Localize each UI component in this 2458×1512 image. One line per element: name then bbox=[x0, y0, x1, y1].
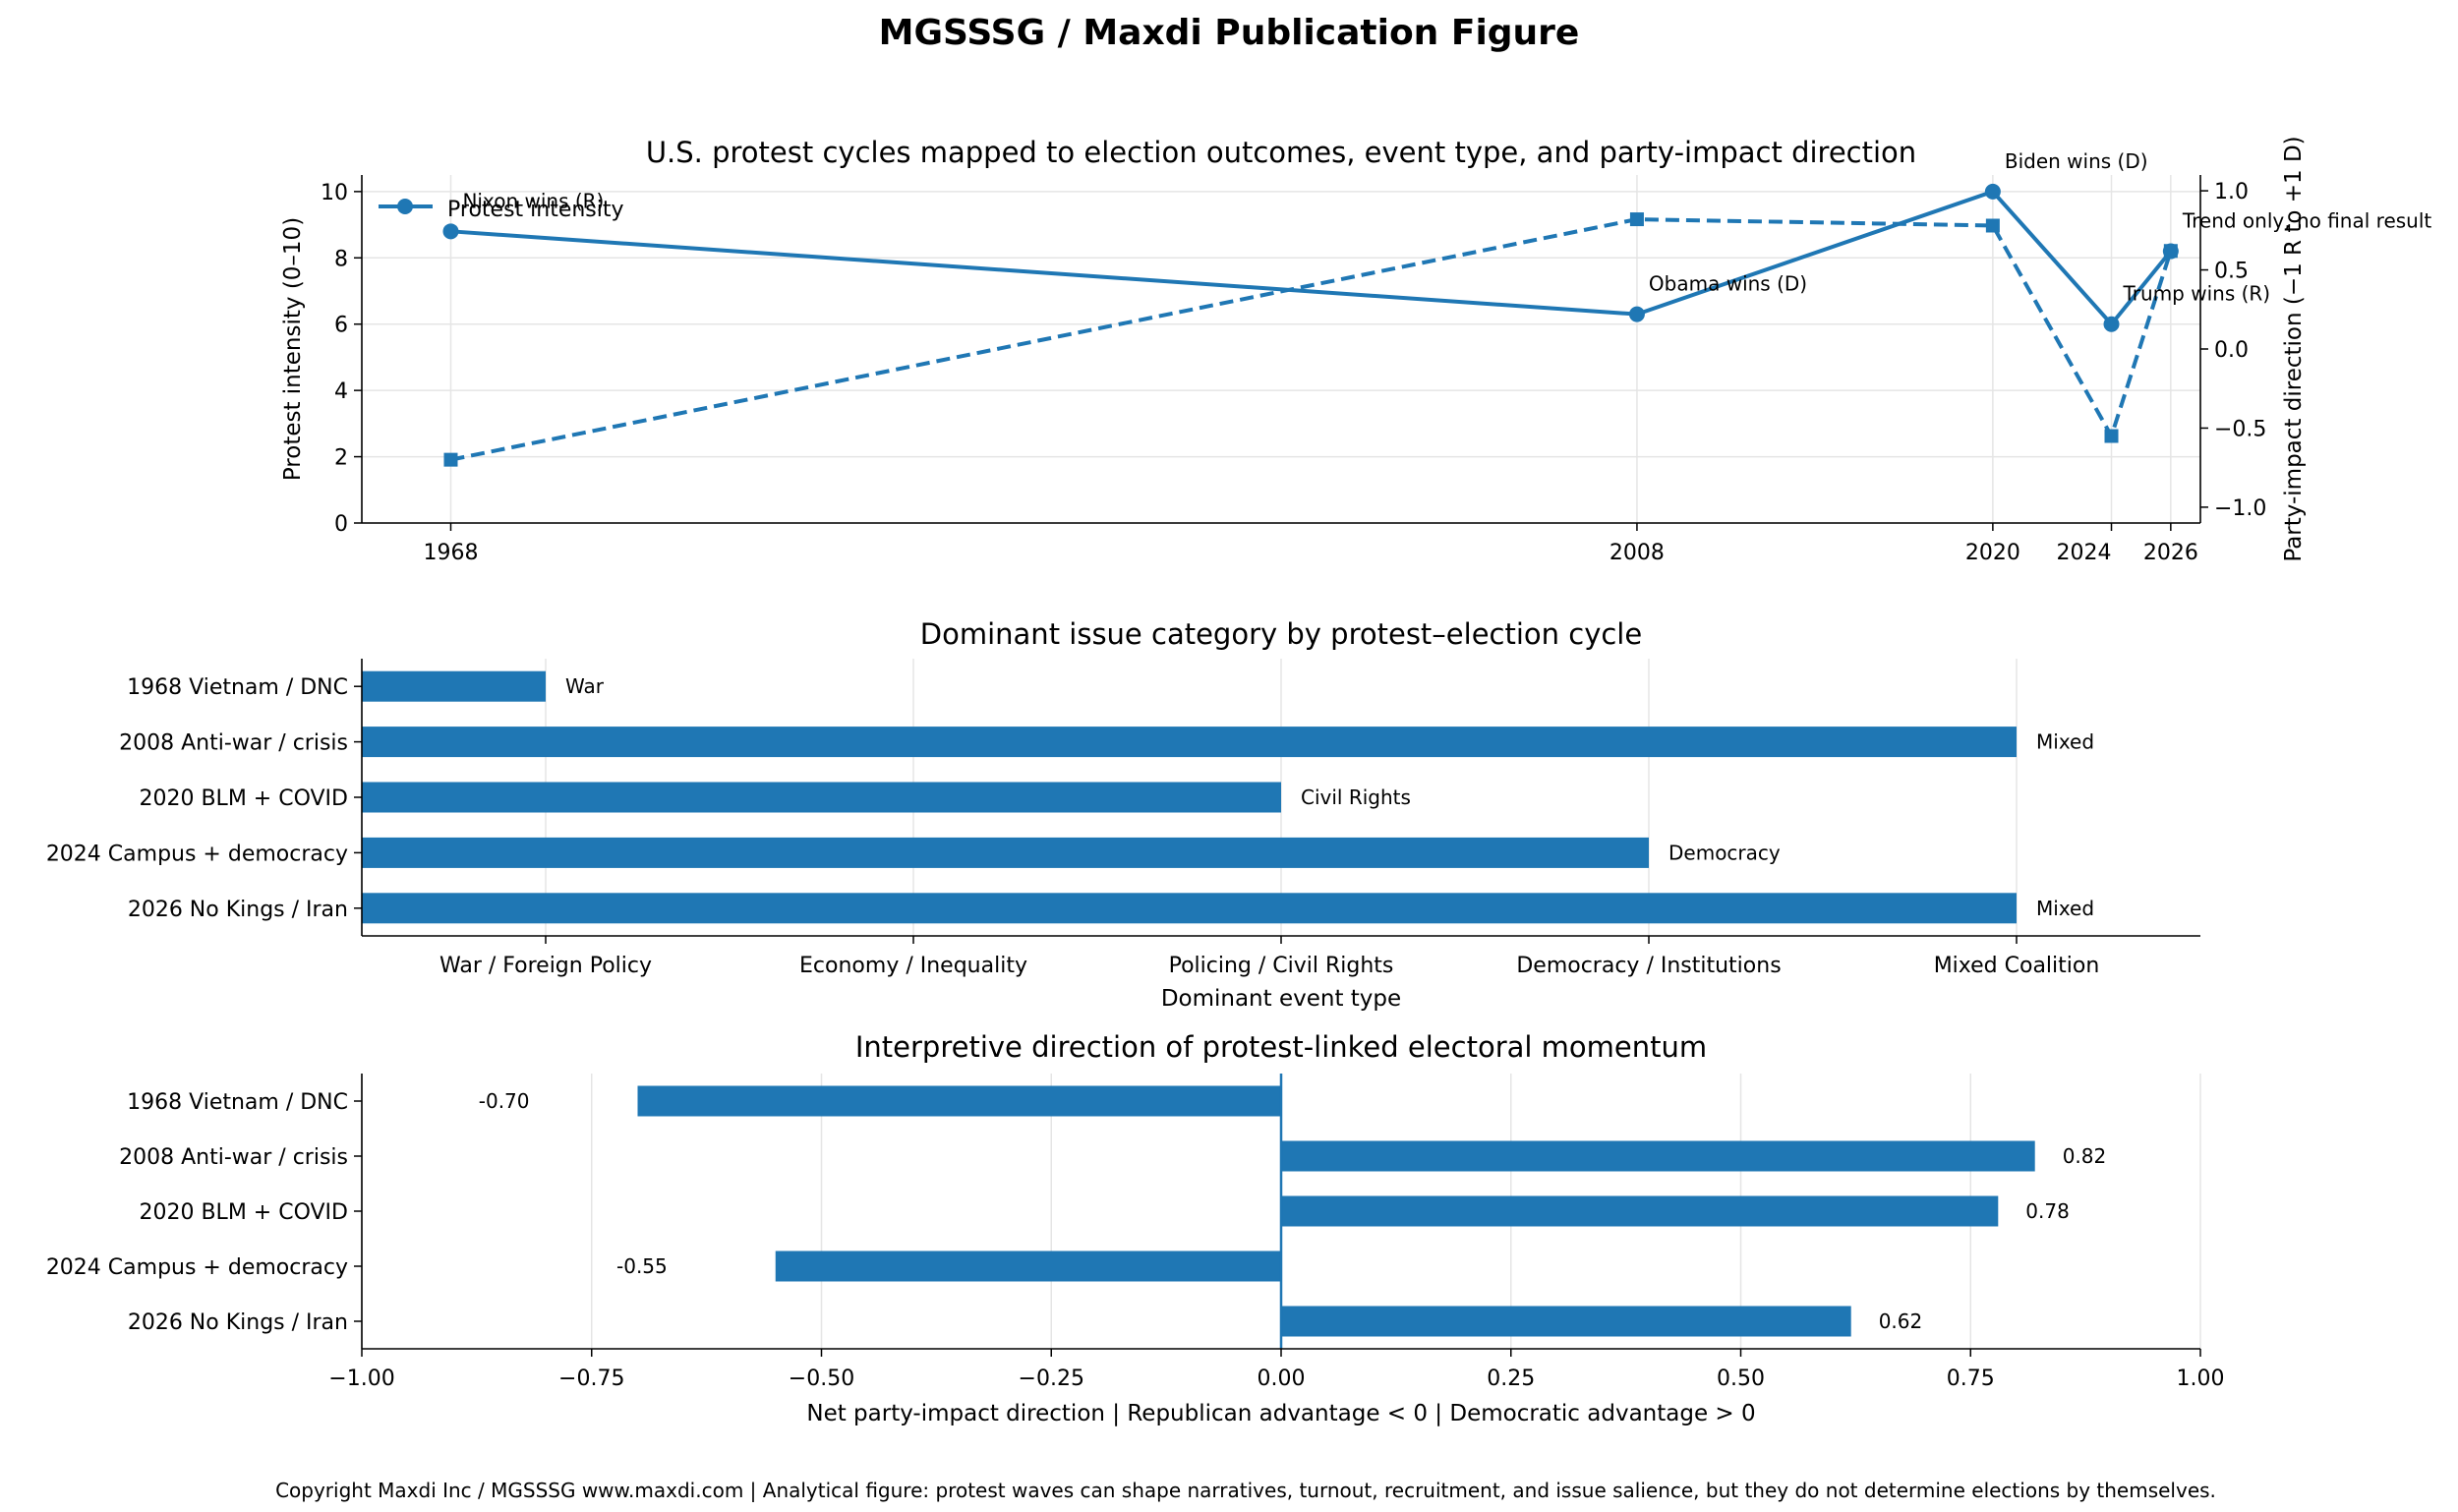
direction-bar bbox=[775, 1250, 1281, 1282]
panel2-title: Dominant issue category by protest–elect… bbox=[920, 617, 1642, 651]
panel3-xtick-label: −0.75 bbox=[558, 1367, 624, 1391]
issue-bar-label: War bbox=[565, 674, 605, 698]
panel1-ylabel: Protest intensity (0–10) bbox=[280, 217, 306, 481]
protest-intensity-point bbox=[2103, 316, 2120, 332]
issue-bar bbox=[362, 670, 546, 702]
issue-bar-label: Democracy bbox=[1668, 841, 1781, 864]
direction-bar-label: -0.70 bbox=[479, 1089, 530, 1113]
direction-bar bbox=[637, 1085, 1281, 1117]
direction-bar bbox=[1281, 1140, 2035, 1172]
annotation-2024: Trump wins (R) bbox=[2123, 282, 2271, 306]
party-impact-point bbox=[1985, 218, 2000, 233]
protest-intensity-point bbox=[1984, 183, 2001, 200]
panel2-category-label: 2008 Anti-war / crisis bbox=[119, 731, 348, 756]
panel3-xtick-label: 1.00 bbox=[2177, 1367, 2225, 1391]
direction-bar bbox=[1281, 1195, 1999, 1227]
issue-bar bbox=[362, 727, 2017, 758]
panel1-y2label: Party-impact direction (−1 R to +1 D) bbox=[2281, 136, 2307, 561]
panel1-xtick-label: 2008 bbox=[1609, 541, 1665, 565]
issue-bar bbox=[362, 837, 1649, 868]
panel1-ytick-label: 10 bbox=[321, 181, 348, 205]
panel2-category-label: 1968 Vietnam / DNC bbox=[127, 675, 348, 700]
panel1-ytick-label: 0 bbox=[334, 512, 348, 537]
direction-bar-label: 0.78 bbox=[2025, 1199, 2070, 1223]
issue-bar-label: Mixed bbox=[2036, 897, 2094, 920]
protest-intensity-point bbox=[2162, 243, 2179, 260]
panel2-xtick-label: Mixed Coalition bbox=[1934, 954, 2100, 978]
panel1-xtick-label: 2026 bbox=[2143, 541, 2198, 565]
panel3-xtick-label: −0.25 bbox=[1019, 1367, 1084, 1391]
protest-intensity-point bbox=[442, 223, 459, 240]
panel3-xtick-label: −1.00 bbox=[328, 1367, 394, 1391]
panel3-xtick-label: −0.50 bbox=[789, 1367, 854, 1391]
panel1-ytick-label: 4 bbox=[334, 379, 348, 404]
annotation-1968: Nixon wins (R) bbox=[462, 189, 604, 212]
party-impact-point bbox=[1629, 212, 1644, 227]
direction-bar-label: -0.55 bbox=[616, 1254, 668, 1278]
panel1-ytick-label: 6 bbox=[334, 314, 348, 338]
figure-footer: Copyright Maxdi Inc / MGSSSG www.maxdi.c… bbox=[275, 1479, 2216, 1502]
issue-bar bbox=[362, 893, 2017, 924]
panel2-category-label: 2026 No Kings / Iran bbox=[128, 898, 348, 922]
legend-label: Protest intensity bbox=[447, 198, 624, 222]
panel1-y2tick-label: 1.0 bbox=[2214, 180, 2249, 204]
annotation-2026: Trend only, no final result bbox=[2182, 209, 2432, 233]
legend-marker bbox=[397, 199, 413, 214]
protest-intensity-point bbox=[1628, 306, 1645, 322]
panel-protest-intensity: U.S. protest cycles mapped to election o… bbox=[280, 136, 2431, 565]
direction-bar bbox=[1281, 1306, 1851, 1337]
figure-title: MGSSSG / Maxdi Publication Figure bbox=[879, 13, 1580, 53]
panel1-y2tick-label: 0.0 bbox=[2214, 338, 2249, 363]
series-party-impact-line bbox=[450, 217, 2173, 462]
panel3-xlabel: Net party-impact direction | Republican … bbox=[806, 1401, 1755, 1426]
party-impact-point bbox=[2104, 429, 2119, 443]
panel1-y2tick-label: −0.5 bbox=[2214, 417, 2266, 441]
panel2-xtick-label: Democracy / Institutions bbox=[1516, 954, 1781, 978]
panel1-ytick-label: 2 bbox=[334, 446, 348, 471]
panel2-category-label: 2020 BLM + COVID bbox=[139, 786, 348, 811]
panel3-category-label: 2024 Campus + democracy bbox=[46, 1255, 348, 1280]
panel2-xtick-label: War / Foreign Policy bbox=[439, 954, 652, 978]
issue-bar-label: Mixed bbox=[2036, 730, 2094, 754]
panel1-title: U.S. protest cycles mapped to election o… bbox=[646, 136, 1916, 169]
panel3-xtick-label: 0.75 bbox=[1947, 1367, 1995, 1391]
panel2-xtick-label: Policing / Civil Rights bbox=[1169, 954, 1394, 978]
panel1-y2tick-label: −1.0 bbox=[2214, 496, 2266, 521]
panel1-ytick-label: 8 bbox=[334, 247, 348, 271]
issue-bar-label: Civil Rights bbox=[1301, 785, 1411, 809]
direction-bar-label: 0.82 bbox=[2063, 1144, 2107, 1168]
panel2-category-label: 2024 Campus + democracy bbox=[46, 842, 348, 866]
panel3-category-label: 2020 BLM + COVID bbox=[139, 1200, 348, 1225]
panel2-xlabel: Dominant event type bbox=[1161, 986, 1401, 1012]
panel3-category-label: 2026 No Kings / Iran bbox=[128, 1310, 348, 1335]
panel3-category-label: 2008 Anti-war / crisis bbox=[119, 1145, 348, 1170]
panel3-xtick-label: 0.00 bbox=[1258, 1367, 1306, 1391]
panel3-xtick-label: 0.50 bbox=[1717, 1367, 1765, 1391]
panel1-xtick-label: 1968 bbox=[423, 541, 478, 565]
panel1-xtick-label: 2024 bbox=[2057, 541, 2112, 565]
issue-bar bbox=[362, 782, 1281, 813]
panel-party-direction: Interpretive direction of protest-linked… bbox=[46, 1030, 2225, 1426]
panel3-category-label: 1968 Vietnam / DNC bbox=[127, 1090, 348, 1115]
panel1-y2tick-label: 0.5 bbox=[2214, 260, 2249, 284]
annotation-2008: Obama wins (D) bbox=[1649, 272, 1807, 296]
panel3-xtick-label: 0.25 bbox=[1487, 1367, 1535, 1391]
annotation-2020: Biden wins (D) bbox=[2005, 149, 2148, 173]
panel-dominant-issue: Dominant issue category by protest–elect… bbox=[46, 617, 2200, 1012]
panel2-xtick-label: Economy / Inequality bbox=[799, 954, 1027, 978]
panel1-xtick-label: 2020 bbox=[1965, 541, 2020, 565]
direction-bar-label: 0.62 bbox=[1879, 1309, 1923, 1333]
panel3-title: Interpretive direction of protest-linked… bbox=[855, 1030, 1707, 1064]
party-impact-point bbox=[443, 452, 458, 467]
